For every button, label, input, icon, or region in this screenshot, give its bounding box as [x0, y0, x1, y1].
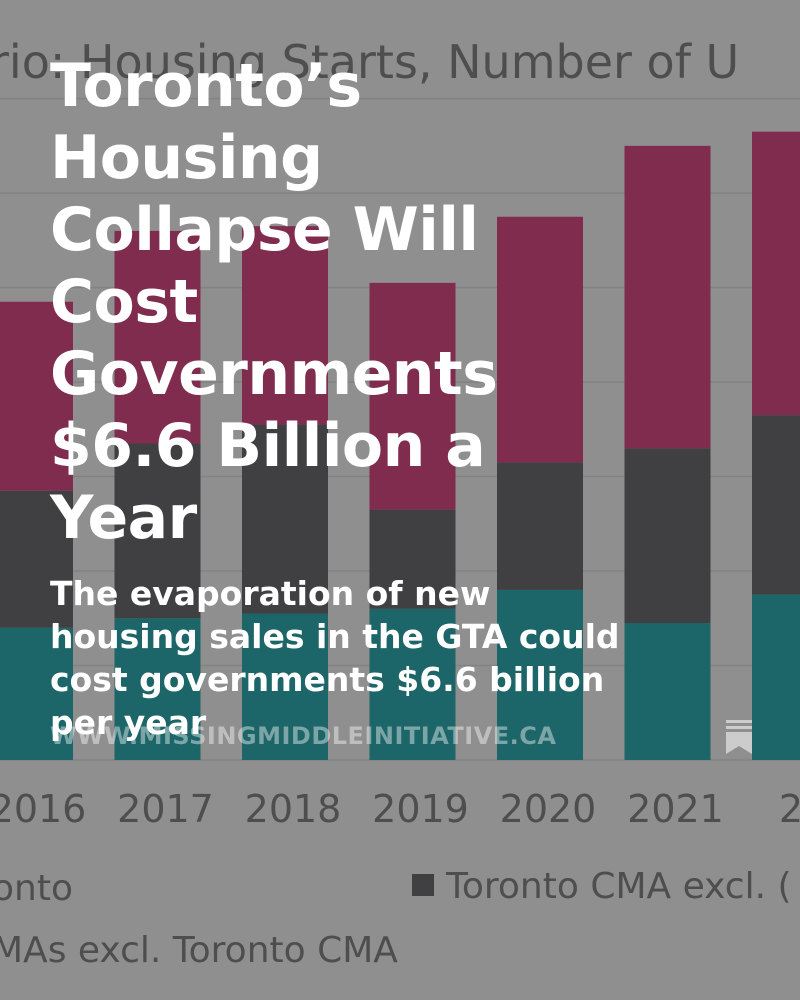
chart-bar-segment	[369, 509, 456, 609]
chart-bar-segment	[114, 443, 201, 619]
chart-tick-label: 2020	[500, 787, 597, 831]
chart-tick-label: 2019	[372, 787, 469, 831]
chart-legend-entry: onto	[0, 868, 73, 909]
post-subtitle: The evaporation of new housing sales in …	[50, 574, 620, 742]
chart-bar-segment	[624, 448, 711, 623]
chart-bar-segment	[497, 462, 583, 590]
chart-bar-segment	[752, 131, 800, 416]
chart-bar-segment	[114, 230, 201, 444]
post-headline[interactable]: Toronto’s Housing Collapse Will Cost Gov…	[50, 51, 498, 553]
chart-legend-entry: Toronto CMA excl. (	[445, 866, 792, 907]
chart-bar-segment	[369, 608, 456, 760]
chart-bar-segment	[752, 594, 800, 760]
chart-bar-segment	[242, 226, 328, 425]
chart-tick-label: 2017	[117, 787, 214, 831]
chart-bar-segment	[624, 145, 711, 449]
site-url[interactable]: WWW.MISSINGMIDDLEINITIATIVE.CA	[50, 722, 557, 750]
chart-tick-label: 2021	[627, 787, 724, 831]
chart-legend-entry: MAs excl. Toronto CMA	[0, 930, 398, 971]
chart-bar-segment	[242, 613, 328, 760]
chart-bar-segment	[0, 301, 73, 491]
chart-tick-label: 20	[779, 787, 800, 831]
chart-bar-segment	[497, 216, 583, 463]
chart-tick-label: 2016	[0, 787, 86, 831]
chart-bar-segment	[624, 623, 711, 760]
chart-tick-label: 2018	[245, 787, 342, 831]
chart-bar-segment	[497, 589, 583, 760]
chart-bar-segment	[0, 627, 73, 760]
chart-bar-segment	[752, 415, 800, 595]
chart-bar-segment	[0, 490, 73, 628]
chart-bar-segment	[369, 282, 456, 510]
chart-bar-segment	[114, 618, 201, 760]
bookmark-icon[interactable]	[724, 719, 754, 755]
chart-bar-segment	[242, 424, 328, 614]
chart-title: rio: Housing Starts, Number of U	[0, 35, 739, 89]
chart-legend-swatch	[412, 874, 434, 896]
